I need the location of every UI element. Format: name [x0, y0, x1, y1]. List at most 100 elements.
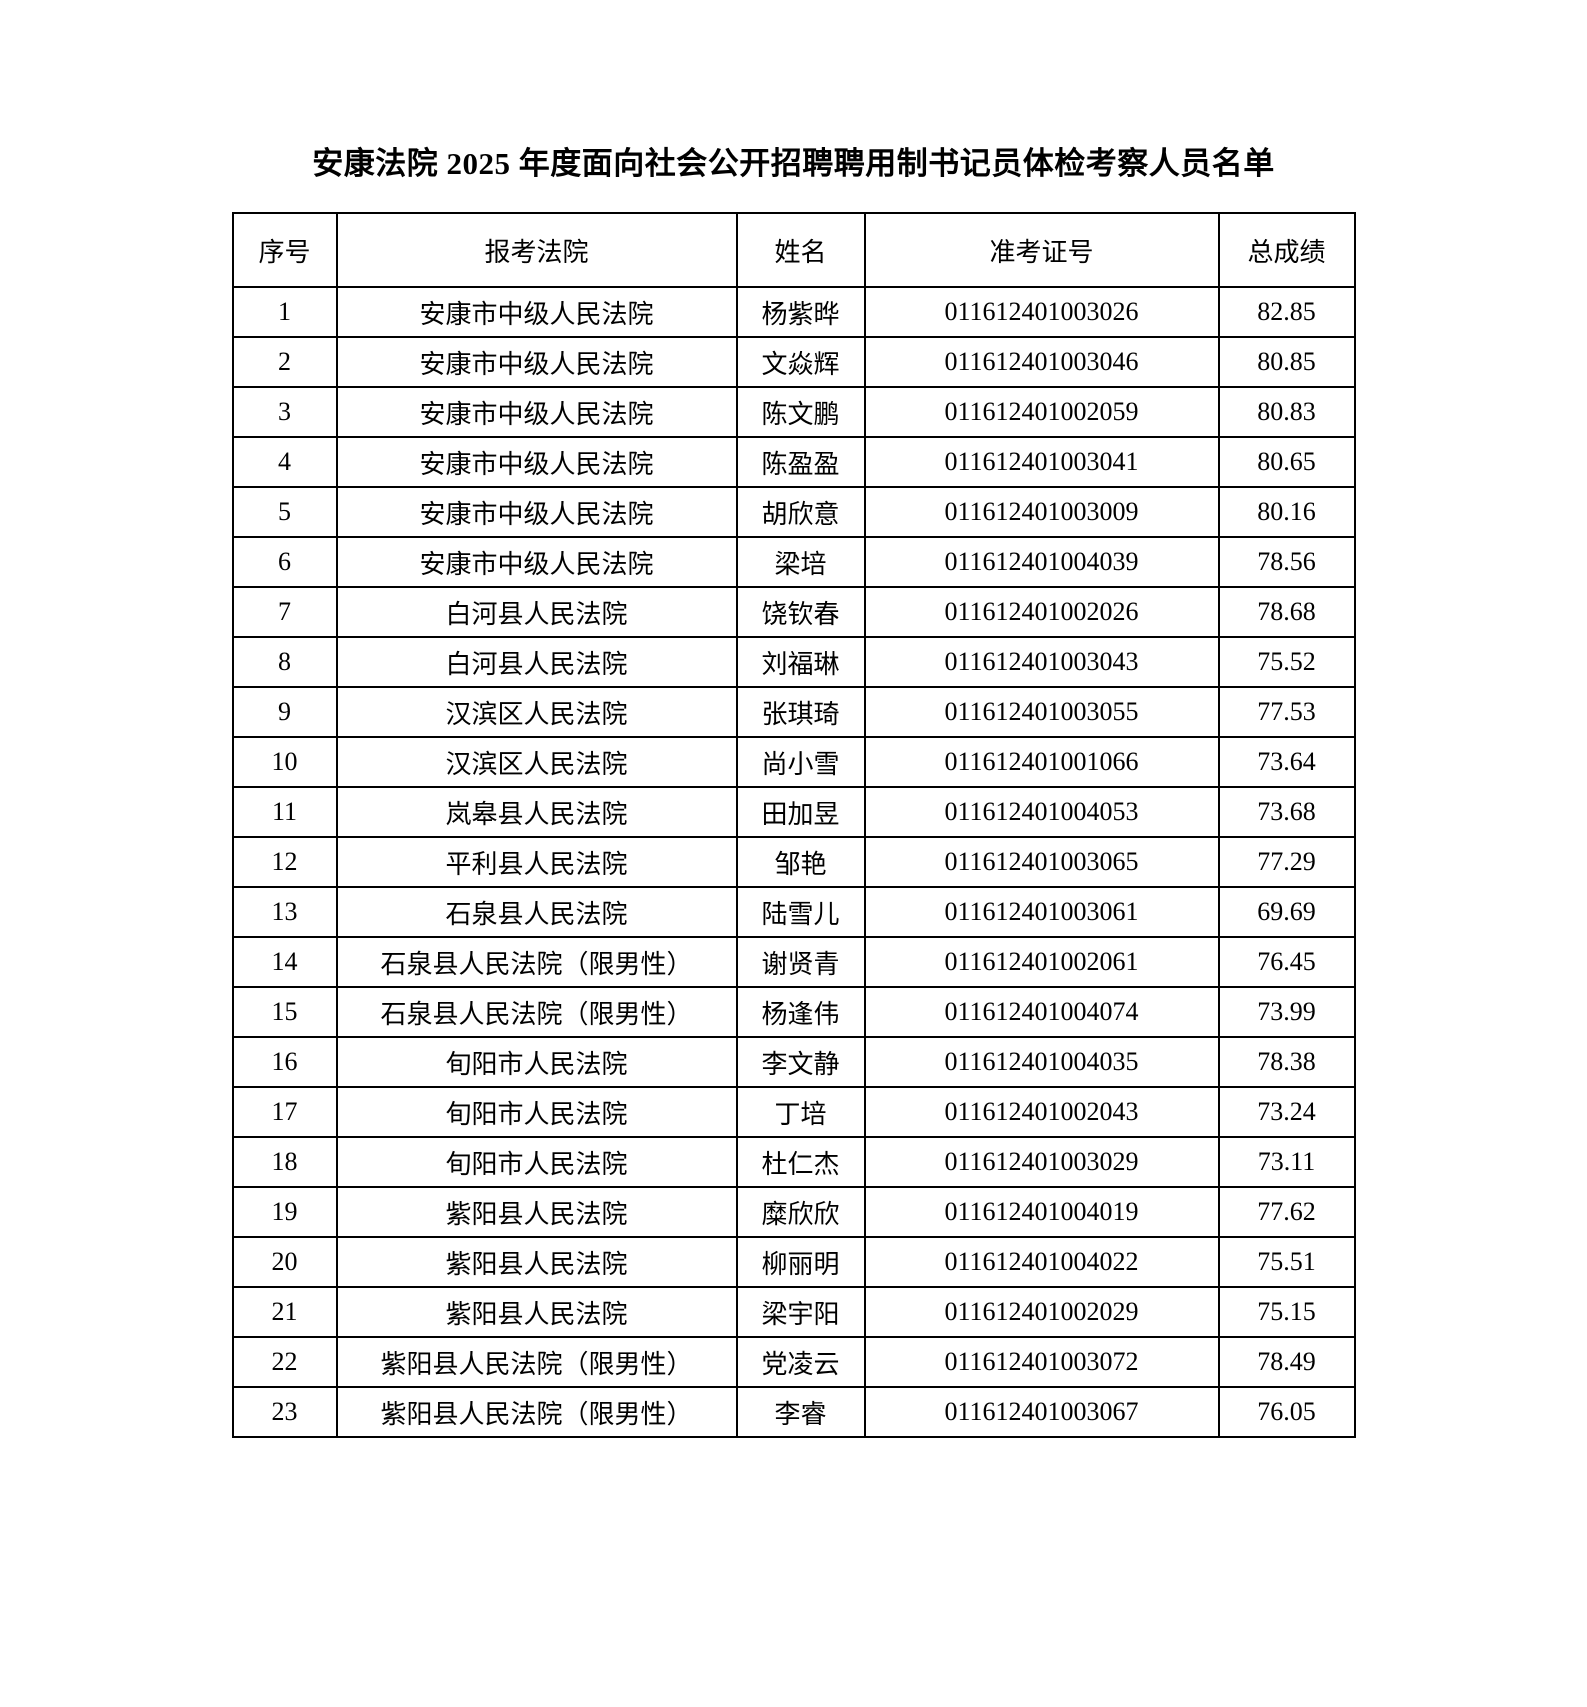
- cell-name: 丁培: [735, 1086, 866, 1139]
- cell-court: 紫阳县人民法院: [335, 1236, 738, 1289]
- header-row: 序号 报考法院 姓名 准考证号 总成绩: [231, 212, 1356, 289]
- cell-exam-id: 011612401004074: [863, 986, 1220, 1039]
- cell-index: 13: [231, 886, 338, 939]
- table-row: 23 紫阳县人民法院（限男性） 李睿 011612401003067 76.05: [231, 1386, 1356, 1439]
- cell-score: 73.68: [1217, 786, 1356, 839]
- cell-court: 紫阳县人民法院: [335, 1286, 738, 1339]
- cell-name: 杜仁杰: [735, 1136, 866, 1189]
- cell-name: 糜欣欣: [735, 1186, 866, 1239]
- cell-court: 紫阳县人民法院: [335, 1186, 738, 1239]
- cell-index: 21: [231, 1286, 338, 1339]
- cell-index: 12: [231, 836, 338, 889]
- table-row: 7 白河县人民法院 饶钦春 011612401002026 78.68: [231, 586, 1356, 639]
- cell-name: 柳丽明: [735, 1236, 866, 1289]
- cell-index: 23: [231, 1386, 338, 1439]
- table-row: 21 紫阳县人民法院 梁宇阳 011612401002029 75.15: [231, 1286, 1356, 1339]
- cell-score: 75.51: [1217, 1236, 1356, 1289]
- cell-index: 17: [231, 1086, 338, 1139]
- cell-court: 旬阳市人民法院: [335, 1086, 738, 1139]
- cell-name: 谢贤青: [735, 936, 866, 989]
- cell-index: 19: [231, 1186, 338, 1239]
- cell-index: 3: [231, 386, 338, 439]
- cell-score: 73.24: [1217, 1086, 1356, 1139]
- table-row: 2 安康市中级人民法院 文焱辉 011612401003046 80.85: [231, 336, 1356, 389]
- table-row: 9 汉滨区人民法院 张琪琦 011612401003055 77.53: [231, 686, 1356, 739]
- table-row: 15 石泉县人民法院（限男性） 杨逢伟 011612401004074 73.9…: [231, 986, 1356, 1039]
- cell-name: 杨逢伟: [735, 986, 866, 1039]
- cell-exam-id: 011612401002059: [863, 386, 1220, 439]
- cell-score: 73.64: [1217, 736, 1356, 789]
- cell-index: 9: [231, 686, 338, 739]
- cell-court: 汉滨区人民法院: [335, 736, 738, 789]
- cell-exam-id: 011612401004039: [863, 536, 1220, 589]
- cell-court: 汉滨区人民法院: [335, 686, 738, 739]
- cell-name: 党凌云: [735, 1336, 866, 1389]
- cell-exam-id: 011612401001066: [863, 736, 1220, 789]
- cell-court: 白河县人民法院: [335, 586, 738, 639]
- cell-name: 梁培: [735, 536, 866, 589]
- cell-name: 尚小雪: [735, 736, 866, 789]
- cell-name: 李睿: [735, 1386, 866, 1439]
- cell-court: 石泉县人民法院（限男性）: [335, 936, 738, 989]
- cell-name: 梁宇阳: [735, 1286, 866, 1339]
- cell-name: 张琪琦: [735, 686, 866, 739]
- cell-name: 田加昱: [735, 786, 866, 839]
- cell-score: 78.56: [1217, 536, 1356, 589]
- cell-court: 紫阳县人民法院（限男性）: [335, 1336, 738, 1389]
- table-row: 16 旬阳市人民法院 李文静 011612401004035 78.38: [231, 1036, 1356, 1089]
- table-row: 20 紫阳县人民法院 柳丽明 011612401004022 75.51: [231, 1236, 1356, 1289]
- cell-index: 6: [231, 536, 338, 589]
- cell-court: 安康市中级人民法院: [335, 536, 738, 589]
- table-row: 12 平利县人民法院 邹艳 011612401003065 77.29: [231, 836, 1356, 889]
- cell-exam-id: 011612401003041: [863, 436, 1220, 489]
- cell-exam-id: 011612401003043: [863, 636, 1220, 689]
- cell-score: 78.49: [1217, 1336, 1356, 1389]
- cell-exam-id: 011612401003009: [863, 486, 1220, 539]
- table-row: 17 旬阳市人民法院 丁培 011612401002043 73.24: [231, 1086, 1356, 1139]
- cell-exam-id: 011612401002029: [863, 1286, 1220, 1339]
- cell-exam-id: 011612401003061: [863, 886, 1220, 939]
- cell-exam-id: 011612401004053: [863, 786, 1220, 839]
- cell-court: 安康市中级人民法院: [335, 336, 738, 389]
- page-title: 安康法院 2025 年度面向社会公开招聘聘用制书记员体检考察人员名单: [312, 146, 1275, 181]
- cell-score: 78.68: [1217, 586, 1356, 639]
- cell-score: 77.62: [1217, 1186, 1356, 1239]
- cell-exam-id: 011612401003026: [863, 286, 1220, 339]
- cell-score: 77.53: [1217, 686, 1356, 739]
- cell-score: 80.85: [1217, 336, 1356, 389]
- cell-court: 旬阳市人民法院: [335, 1136, 738, 1189]
- table-row: 13 石泉县人民法院 陆雪儿 011612401003061 69.69: [231, 886, 1356, 939]
- header-cell-id: 准考证号: [863, 212, 1220, 289]
- cell-exam-id: 011612401003029: [863, 1136, 1220, 1189]
- cell-index: 5: [231, 486, 338, 539]
- cell-index: 4: [231, 436, 338, 489]
- cell-name: 胡欣意: [735, 486, 866, 539]
- table-row: 4 安康市中级人民法院 陈盈盈 011612401003041 80.65: [231, 436, 1356, 489]
- cell-court: 安康市中级人民法院: [335, 386, 738, 439]
- cell-court: 安康市中级人民法院: [335, 436, 738, 489]
- cell-name: 李文静: [735, 1036, 866, 1089]
- cell-score: 76.05: [1217, 1386, 1356, 1439]
- cell-score: 80.16: [1217, 486, 1356, 539]
- table-row: 14 石泉县人民法院（限男性） 谢贤青 011612401002061 76.4…: [231, 936, 1356, 989]
- cell-name: 邹艳: [735, 836, 866, 889]
- cell-name: 陈盈盈: [735, 436, 866, 489]
- candidates-table: 序号 报考法院 姓名 准考证号 总成绩 1 安康市中级人民法院 杨紫晔 0116…: [231, 212, 1356, 1439]
- cell-score: 73.99: [1217, 986, 1356, 1039]
- table-row: 8 白河县人民法院 刘福琳 011612401003043 75.52: [231, 636, 1356, 689]
- cell-score: 76.45: [1217, 936, 1356, 989]
- cell-name: 饶钦春: [735, 586, 866, 639]
- cell-score: 75.15: [1217, 1286, 1356, 1339]
- header-cell-score: 总成绩: [1217, 212, 1356, 289]
- cell-score: 80.83: [1217, 386, 1356, 439]
- cell-exam-id: 011612401004022: [863, 1236, 1220, 1289]
- table-header: 序号 报考法院 姓名 准考证号 总成绩: [231, 212, 1356, 289]
- header-cell-name: 姓名: [735, 212, 866, 289]
- cell-name: 陈文鹏: [735, 386, 866, 439]
- table-row: 22 紫阳县人民法院（限男性） 党凌云 011612401003072 78.4…: [231, 1336, 1356, 1389]
- cell-court: 岚皋县人民法院: [335, 786, 738, 839]
- cell-index: 14: [231, 936, 338, 989]
- cell-court: 平利县人民法院: [335, 836, 738, 889]
- cell-exam-id: 011612401004035: [863, 1036, 1220, 1089]
